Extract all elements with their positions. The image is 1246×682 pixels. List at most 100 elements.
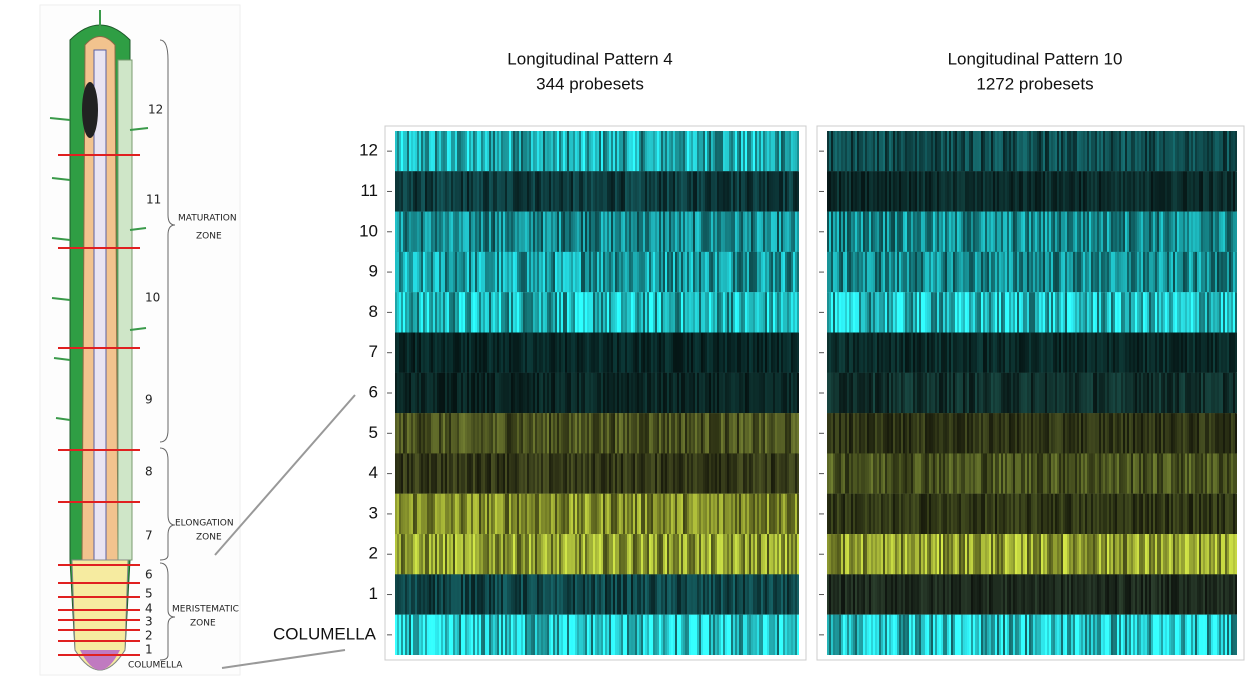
stripe — [735, 373, 737, 413]
stripe — [927, 292, 929, 332]
stripe — [609, 131, 611, 171]
stripe — [713, 212, 715, 252]
stripe — [1103, 453, 1105, 493]
stripe — [613, 534, 615, 574]
stripe — [573, 292, 575, 332]
stripe — [661, 413, 663, 453]
stripe — [499, 292, 501, 332]
stripe — [595, 413, 597, 453]
stripe — [1197, 131, 1199, 171]
stripe — [661, 171, 663, 211]
stripe — [763, 534, 765, 574]
stripe — [835, 131, 837, 171]
stripe — [757, 212, 759, 252]
stripe — [1075, 534, 1077, 574]
stripe — [631, 413, 633, 453]
stripe — [1081, 373, 1083, 413]
stripe — [695, 534, 697, 574]
stripe — [405, 333, 407, 373]
stripe — [523, 131, 525, 171]
stripe — [1063, 373, 1065, 413]
stripe — [779, 534, 781, 574]
stripe — [705, 212, 707, 252]
stripe — [1025, 252, 1027, 292]
stripe — [665, 252, 667, 292]
stripe — [657, 292, 659, 332]
stripe — [1157, 252, 1159, 292]
stripe — [691, 373, 693, 413]
stripe — [1039, 131, 1041, 171]
stripe — [423, 413, 425, 453]
stripe — [645, 453, 647, 493]
stripe — [779, 333, 781, 373]
stripe — [1181, 413, 1183, 453]
stripe — [793, 333, 795, 373]
stripe — [719, 212, 721, 252]
stripe — [1187, 413, 1189, 453]
stripe — [765, 534, 767, 574]
stripe — [1047, 292, 1049, 332]
stripe — [857, 212, 859, 252]
stripe — [881, 171, 883, 211]
stripe — [1037, 212, 1039, 252]
stripe — [911, 292, 913, 332]
stripe — [751, 131, 753, 171]
row-label: 6 — [369, 382, 378, 401]
stripe — [1059, 413, 1061, 453]
stripe — [841, 252, 843, 292]
stripe — [707, 373, 709, 413]
stripe — [707, 292, 709, 332]
stripe — [977, 131, 979, 171]
stripe — [931, 252, 933, 292]
stripe — [409, 292, 411, 332]
stripe — [1235, 252, 1237, 292]
stripe — [569, 413, 571, 453]
stripe — [641, 574, 643, 614]
stripe — [1013, 212, 1015, 252]
stripe — [699, 534, 701, 574]
stripe — [527, 494, 529, 534]
stripe — [507, 252, 509, 292]
stripe — [707, 534, 709, 574]
stripe — [433, 212, 435, 252]
stripe — [739, 212, 741, 252]
stripe — [1145, 373, 1147, 413]
stripe — [443, 171, 445, 211]
stripe — [933, 131, 935, 171]
stripe — [767, 373, 769, 413]
stripe — [1129, 171, 1131, 211]
stripe — [727, 494, 729, 534]
stripe — [1035, 494, 1037, 534]
stripe — [569, 373, 571, 413]
stripe — [1159, 373, 1161, 413]
stripe — [473, 252, 475, 292]
stripe — [1165, 252, 1167, 292]
stripe — [591, 333, 593, 373]
stripe — [611, 574, 613, 614]
stripe — [607, 494, 609, 534]
stripe — [711, 574, 713, 614]
stripe — [487, 373, 489, 413]
stripe — [1159, 171, 1161, 211]
stripe — [1167, 413, 1169, 453]
stripe — [689, 212, 691, 252]
stripe — [925, 373, 927, 413]
stripe — [663, 453, 665, 493]
stripe — [445, 333, 447, 373]
stripe — [605, 171, 607, 211]
stripe — [605, 494, 607, 534]
stripe — [1069, 333, 1071, 373]
stripe — [915, 171, 917, 211]
stripe — [555, 131, 557, 171]
stripe — [467, 534, 469, 574]
zone-label: ELONGATION — [175, 519, 234, 529]
stripe — [529, 212, 531, 252]
stripe — [507, 534, 509, 574]
stripe — [847, 252, 849, 292]
stripe — [1027, 131, 1029, 171]
stripe — [467, 453, 469, 493]
stripe — [1043, 534, 1045, 574]
stripe — [571, 413, 573, 453]
stripe — [405, 413, 407, 453]
stripe — [395, 615, 397, 655]
